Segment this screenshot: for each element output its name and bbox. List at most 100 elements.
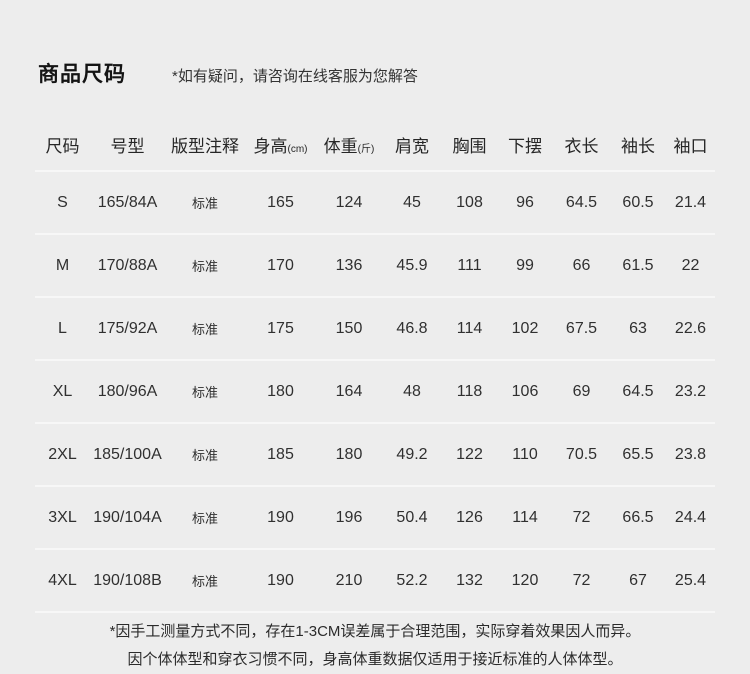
value-cell: 108 — [456, 193, 483, 211]
column-unit: (cm) — [287, 143, 308, 155]
footnote-line-1: *因手工测量方式不同，存在1-3CM误差属于合理范围，实际穿着效果因人而异。 — [109, 623, 641, 640]
column-header-10: 袖口 — [673, 136, 708, 156]
value-cell: 190/108B — [93, 571, 162, 589]
value-cell: 190 — [267, 508, 294, 526]
value-cell: 标准 — [191, 448, 218, 463]
size-cell: 3XL — [48, 508, 77, 526]
value-cell: 64.5 — [622, 382, 654, 400]
value-cell: 22 — [681, 256, 700, 274]
section-header: 商品尺码 *如有疑问，请咨询在线客服为您解答 — [38, 58, 418, 88]
column-header-6: 胸围 — [452, 136, 487, 156]
value-cell: 标准 — [191, 196, 218, 211]
value-cell: 124 — [335, 193, 363, 211]
value-cell: 22.6 — [674, 319, 707, 337]
value-cell: 96 — [516, 193, 534, 211]
value-cell: 65.5 — [622, 445, 654, 463]
value-cell: 180 — [267, 382, 294, 400]
value-cell: 126 — [456, 508, 483, 526]
value-cell: 102 — [511, 319, 539, 337]
value-cell: 48 — [403, 382, 421, 400]
value-cell: 72 — [572, 508, 591, 526]
column-header-7: 下摆 — [508, 136, 542, 156]
column-header-8: 衣长 — [564, 136, 599, 156]
value-cell: 175 — [267, 319, 294, 337]
size-table: 尺码 号型 版型注释 身高(cm) 体重(斤) 肩宽 胸围 下摆 衣长 袖长 袖口 S 165/84A… — [35, 118, 715, 613]
value-cell: 118 — [456, 382, 483, 400]
table-header-row: 尺码 号型 版型注释 身高(cm) 体重(斤) 肩宽 胸围 下摆 衣长 袖长 袖口 — [35, 118, 715, 172]
value-cell: 50.4 — [396, 508, 428, 526]
size-cell: XL — [52, 382, 73, 400]
value-cell: 72 — [572, 571, 591, 589]
table-row: S 165/84A 标准 165 124 45 108 96 64.5 60.5 21.4 — [35, 172, 715, 235]
table-row: XL 180/96A 标准 180 164 48 118 106 69 64.5 23.2 — [35, 361, 715, 424]
value-cell: 106 — [511, 382, 539, 400]
value-cell: 120 — [511, 571, 539, 589]
value-cell: 114 — [512, 508, 538, 526]
value-cell: 190 — [267, 571, 294, 589]
value-cell: 150 — [335, 319, 363, 337]
value-cell: 标准 — [191, 574, 218, 589]
size-cell: 2XL — [48, 445, 77, 463]
value-cell: 64.5 — [565, 193, 598, 211]
value-cell: 136 — [335, 256, 363, 274]
value-cell: 210 — [335, 571, 363, 589]
column-unit: (斤) — [357, 143, 375, 155]
column-header-1: 号型 — [110, 136, 145, 156]
value-cell: 61.5 — [622, 256, 654, 274]
value-cell: 标准 — [191, 385, 218, 400]
column-header-5: 肩宽 — [395, 136, 429, 156]
table-row: 3XL 190/104A 标准 190 196 50.4 126 114 72 66.5 24.4 — [35, 487, 715, 550]
value-cell: 52.2 — [396, 571, 428, 589]
value-cell: 99 — [516, 256, 534, 274]
value-cell: 185/100A — [93, 445, 162, 463]
value-cell: 170 — [267, 256, 294, 274]
value-cell: 165/84A — [97, 193, 158, 211]
column-header-0: 尺码 — [45, 136, 80, 156]
value-cell: 21.4 — [674, 193, 707, 211]
value-cell: 25.4 — [674, 571, 707, 589]
value-cell: 170/88A — [97, 256, 158, 274]
table-body: S 165/84A 标准 165 124 45 108 96 64.5 60.5 21.4 M 170/… — [35, 172, 715, 613]
value-cell: 23.2 — [674, 382, 707, 400]
column-header-2: 版型注释 — [171, 136, 239, 156]
value-cell: 标准 — [191, 259, 218, 274]
column-header-3: 身高(cm) — [253, 136, 308, 156]
value-cell: 69 — [572, 382, 591, 400]
value-cell: 23.8 — [674, 445, 707, 463]
value-cell: 180/96A — [97, 382, 158, 400]
footnote-line-2: 因个体体型和穿衣习惯不同，身高体重数据仅适用于接近标准的人体体型。 — [127, 651, 623, 668]
value-cell: 24.4 — [674, 508, 707, 526]
value-cell: 标准 — [191, 511, 218, 526]
value-cell: 114 — [456, 319, 483, 337]
value-cell: 122 — [456, 445, 483, 463]
value-cell: 49.2 — [396, 445, 428, 463]
value-cell: 132 — [456, 571, 483, 589]
value-cell: 67.5 — [565, 319, 598, 337]
value-cell: 67 — [629, 571, 647, 589]
size-cell: S — [57, 193, 68, 211]
value-cell: 111 — [457, 256, 482, 274]
value-cell: 70.5 — [565, 445, 598, 463]
value-cell: 66 — [572, 256, 591, 274]
value-cell: 165 — [267, 193, 294, 211]
value-cell: 175/92A — [97, 319, 158, 337]
value-cell: 63 — [629, 319, 647, 337]
table-row: M 170/88A 标准 170 136 45.9 111 99 66 61.5 22 — [35, 235, 715, 298]
value-cell: 标准 — [191, 322, 218, 337]
column-header-9: 袖长 — [621, 136, 655, 156]
service-hint-text: *如有疑问，请咨询在线客服为您解答 — [172, 68, 418, 85]
value-cell: 45 — [403, 193, 421, 211]
value-cell: 46.8 — [396, 319, 428, 337]
size-cell: L — [58, 319, 67, 337]
column-header-4: 体重(斤) — [323, 136, 375, 156]
table-row: L 175/92A 标准 175 150 46.8 114 102 67.5 63 22.6 — [35, 298, 715, 361]
value-cell: 60.5 — [622, 193, 654, 211]
value-cell: 110 — [512, 445, 538, 463]
footnotes: *因手工测量方式不同，存在1-3CM误差属于合理范围，实际穿着效果因人而异。 因… — [0, 618, 750, 674]
size-cell: 4XL — [48, 571, 77, 589]
value-cell: 196 — [335, 508, 363, 526]
table-row: 2XL 185/100A 标准 185 180 49.2 122 110 70.5 65.5 23.… — [35, 424, 715, 487]
value-cell: 190/104A — [93, 508, 162, 526]
value-cell: 164 — [335, 382, 363, 400]
